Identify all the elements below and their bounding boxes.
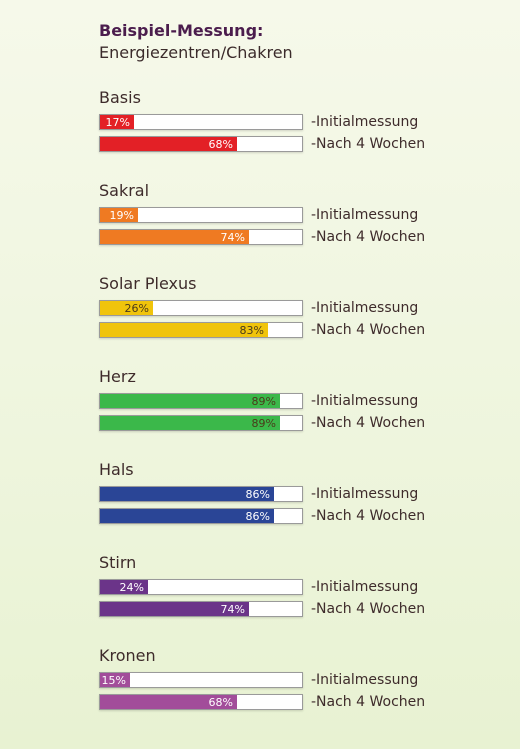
chakra-group: Sakral 19% -Initialmessung 74% -Nach 4 Woche…: [99, 180, 499, 273]
bar-row: 89% -Initialmessung: [99, 392, 499, 410]
bar-track: 15%: [99, 672, 303, 688]
chakra-group: Solar Plexus 26% -Initialmessung 83% -Nach 4…: [99, 273, 499, 366]
chakra-label: Stirn: [99, 553, 137, 572]
bar-track: 24%: [99, 579, 303, 595]
bar-row: 74% -Nach 4 Wochen: [99, 228, 499, 246]
chart-title: Beispiel-Messung:: [99, 21, 264, 40]
bar-track: 74%: [99, 229, 303, 245]
series-label: -Nach 4 Wochen: [311, 322, 426, 338]
series-label: -Nach 4 Wochen: [311, 694, 426, 710]
chakra-label: Basis: [99, 88, 141, 107]
chakra-group: Basis 17% -Initialmessung 68% -Nach 4 Wochen: [99, 87, 499, 180]
bar-value-label: 86%: [245, 509, 270, 523]
bar-row: 26% -Initialmessung: [99, 299, 499, 317]
chakra-label: Sakral: [99, 181, 150, 200]
bar-value-label: 74%: [220, 230, 245, 244]
bar-track: 86%: [99, 508, 303, 524]
bar: 26%: [100, 301, 153, 315]
bar-track: 74%: [99, 601, 303, 617]
bar-value-label: 68%: [208, 695, 233, 709]
bar-value-label: 74%: [220, 602, 245, 616]
series-label: -Nach 4 Wochen: [311, 508, 426, 524]
bar: 86%: [100, 487, 274, 501]
bar-track: 89%: [99, 393, 303, 409]
bar-row: 17% -Initialmessung: [99, 113, 499, 131]
bar-row: 68% -Nach 4 Wochen: [99, 135, 499, 153]
bar-value-label: 17%: [105, 115, 130, 129]
bar-value-label: 68%: [208, 137, 233, 151]
series-label: -Nach 4 Wochen: [311, 415, 426, 431]
chakra-group: Herz 89% -Initialmessung 89% -Nach 4 Wochen: [99, 366, 499, 459]
bar-row: 89% -Nach 4 Wochen: [99, 414, 499, 432]
bar-row: 19% -Initialmessung: [99, 206, 499, 224]
bar: 89%: [100, 416, 280, 430]
bar-track: 26%: [99, 300, 303, 316]
bar-value-label: 86%: [245, 487, 270, 501]
bar-track: 89%: [99, 415, 303, 431]
chakra-group: Stirn 24% -Initialmessung 74% -Nach 4 Wochen: [99, 552, 499, 645]
bar: 19%: [100, 208, 138, 222]
bar-value-label: 83%: [239, 323, 264, 337]
series-label: -Initialmessung: [311, 672, 419, 688]
series-label: -Nach 4 Wochen: [311, 601, 426, 617]
chakra-label: Herz: [99, 367, 136, 386]
series-label: -Initialmessung: [311, 486, 419, 502]
chakra-label: Kronen: [99, 646, 156, 665]
bar-row: 86% -Nach 4 Wochen: [99, 507, 499, 525]
bar: 68%: [100, 137, 237, 151]
series-label: -Initialmessung: [311, 579, 419, 595]
bar: 89%: [100, 394, 280, 408]
bar-value-label: 24%: [119, 580, 144, 594]
bar-value-label: 89%: [251, 416, 276, 430]
chart-subtitle: Energiezentren/Chakren: [99, 43, 293, 62]
bar: 68%: [100, 695, 237, 709]
series-label: -Nach 4 Wochen: [311, 229, 426, 245]
bar-value-label: 89%: [251, 394, 276, 408]
bar-row: 68% -Nach 4 Wochen: [99, 693, 499, 711]
bar: 15%: [100, 673, 130, 687]
bar-track: 83%: [99, 322, 303, 338]
chakra-group: Kronen 15% -Initialmessung 68% -Nach 4 Woche…: [99, 645, 499, 738]
bar: 83%: [100, 323, 268, 337]
series-label: -Initialmessung: [311, 114, 419, 130]
chart-header: Beispiel-Messung: Energiezentren/Chakren: [99, 20, 293, 64]
bar-value-label: 19%: [109, 208, 134, 222]
bar: 74%: [100, 602, 249, 616]
bar-row: 24% -Initialmessung: [99, 578, 499, 596]
series-label: -Initialmessung: [311, 207, 419, 223]
bar-track: 17%: [99, 114, 303, 130]
bar: 74%: [100, 230, 249, 244]
series-label: -Initialmessung: [311, 300, 419, 316]
bar-value-label: 15%: [101, 673, 126, 687]
bar-row: 86% -Initialmessung: [99, 485, 499, 503]
bar-row: 74% -Nach 4 Wochen: [99, 600, 499, 618]
chakra-label: Solar Plexus: [99, 274, 197, 293]
bar-value-label: 26%: [124, 301, 149, 315]
bar-track: 19%: [99, 207, 303, 223]
bar: 86%: [100, 509, 274, 523]
bar-row: 83% -Nach 4 Wochen: [99, 321, 499, 339]
bar-track: 68%: [99, 694, 303, 710]
series-label: -Nach 4 Wochen: [311, 136, 426, 152]
chakra-label: Hals: [99, 460, 134, 479]
bar-track: 86%: [99, 486, 303, 502]
bar: 17%: [100, 115, 134, 129]
series-label: -Initialmessung: [311, 393, 419, 409]
chakra-group: Hals 86% -Initialmessung 86% -Nach 4 Wochen: [99, 459, 499, 552]
bar-row: 15% -Initialmessung: [99, 671, 499, 689]
bar: 24%: [100, 580, 148, 594]
chakra-groups: Basis 17% -Initialmessung 68% -Nach 4 Wochen…: [99, 87, 499, 738]
bar-track: 68%: [99, 136, 303, 152]
